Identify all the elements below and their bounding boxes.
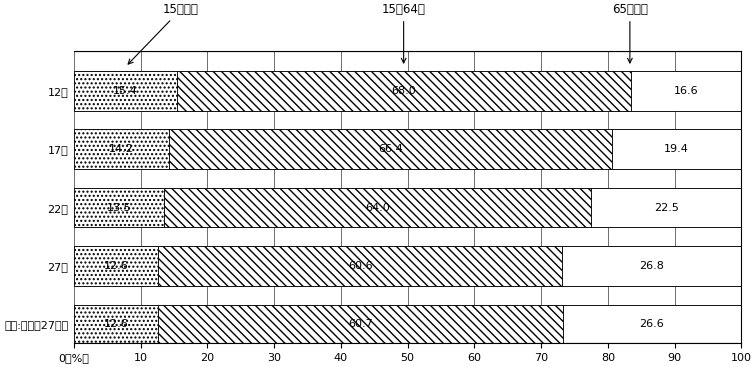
- Text: 26.6: 26.6: [640, 319, 665, 330]
- Bar: [631, 71, 742, 111]
- Bar: [74, 129, 169, 169]
- Text: 14.2: 14.2: [109, 144, 134, 154]
- Bar: [562, 246, 742, 286]
- Text: 13.5: 13.5: [107, 203, 132, 212]
- Bar: [591, 188, 742, 228]
- Bar: [563, 305, 741, 344]
- Text: 15.4: 15.4: [113, 86, 138, 96]
- Bar: [612, 129, 742, 169]
- Text: 22.5: 22.5: [654, 203, 679, 212]
- Text: 60.6: 60.6: [348, 261, 373, 271]
- Text: 64.0: 64.0: [365, 203, 390, 212]
- Bar: [74, 71, 177, 111]
- Bar: [74, 246, 158, 286]
- Bar: [177, 71, 631, 111]
- Bar: [74, 188, 164, 228]
- Bar: [74, 305, 158, 344]
- Text: 68.0: 68.0: [392, 86, 416, 96]
- Bar: [158, 305, 563, 344]
- Bar: [164, 188, 591, 228]
- Text: 26.8: 26.8: [640, 261, 665, 271]
- Text: 16.6: 16.6: [674, 86, 699, 96]
- Text: 15〜64歳: 15〜64歳: [382, 3, 426, 63]
- Text: 15歳未満: 15歳未満: [129, 3, 199, 64]
- Text: 19.4: 19.4: [665, 144, 689, 154]
- Text: 12.6: 12.6: [104, 261, 129, 271]
- Text: 66.4: 66.4: [378, 144, 403, 154]
- Text: 65歳以上: 65歳以上: [612, 3, 648, 63]
- Text: 12.6: 12.6: [104, 319, 129, 330]
- Text: 60.7: 60.7: [349, 319, 373, 330]
- Bar: [158, 246, 562, 286]
- Bar: [169, 129, 612, 169]
